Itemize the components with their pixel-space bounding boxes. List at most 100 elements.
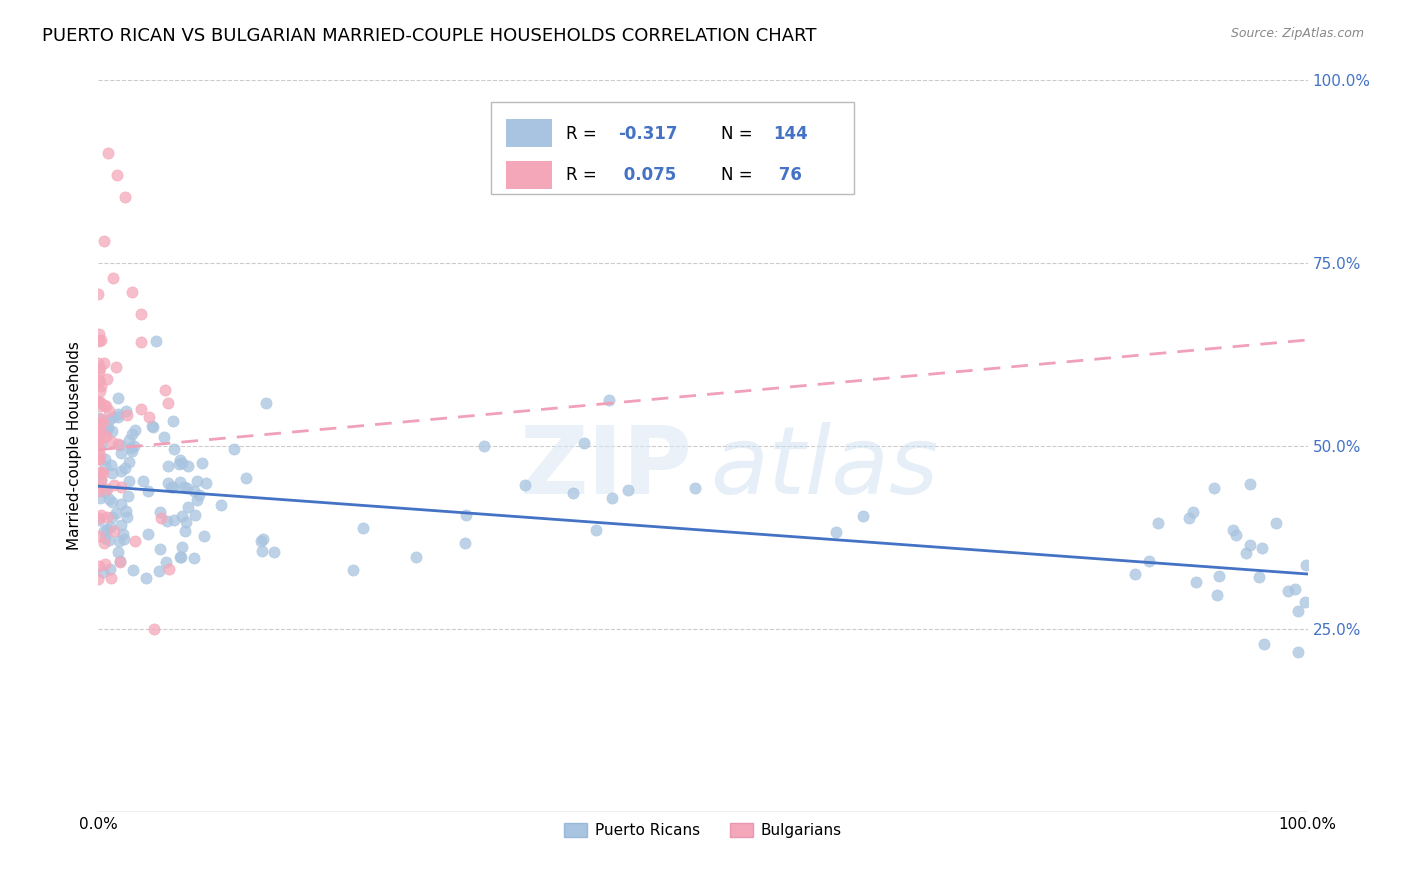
Point bbox=[252, 532, 274, 546]
Point bbox=[167, 457, 190, 471]
Point bbox=[87, 451, 110, 466]
Point bbox=[142, 622, 165, 636]
Text: PUERTO RICAN VS BULGARIAN MARRIED-COUPLE HOUSEHOLDS CORRELATION CHART: PUERTO RICAN VS BULGARIAN MARRIED-COUPLE… bbox=[42, 27, 817, 45]
Point bbox=[87, 423, 110, 437]
Point bbox=[160, 480, 183, 494]
Point bbox=[107, 409, 129, 424]
Point bbox=[1208, 569, 1230, 583]
Point bbox=[104, 507, 127, 521]
Point bbox=[87, 559, 110, 574]
Point bbox=[90, 473, 112, 487]
Point bbox=[110, 480, 132, 494]
Point bbox=[148, 564, 170, 578]
Point bbox=[453, 535, 475, 549]
Point bbox=[89, 384, 111, 398]
Point bbox=[87, 432, 110, 446]
Point bbox=[176, 481, 198, 495]
Point bbox=[87, 484, 110, 499]
Point bbox=[94, 458, 117, 473]
Point bbox=[90, 378, 112, 392]
Point bbox=[149, 505, 172, 519]
Point bbox=[129, 307, 152, 321]
Point bbox=[169, 549, 191, 564]
Point bbox=[97, 404, 120, 418]
Point bbox=[852, 508, 875, 523]
Point bbox=[170, 549, 193, 564]
Point bbox=[100, 571, 122, 585]
Point bbox=[117, 510, 139, 524]
Point bbox=[249, 533, 271, 548]
Point bbox=[1147, 516, 1170, 531]
Point bbox=[1288, 604, 1310, 618]
Point bbox=[1277, 583, 1299, 598]
Point bbox=[162, 480, 184, 494]
Point bbox=[94, 399, 117, 413]
Point bbox=[1247, 569, 1270, 583]
Point bbox=[1206, 588, 1229, 602]
Point bbox=[110, 554, 132, 568]
Point bbox=[87, 433, 110, 447]
Point bbox=[117, 474, 139, 488]
Text: N =: N = bbox=[721, 125, 758, 143]
Point bbox=[97, 146, 120, 161]
Point bbox=[141, 419, 163, 434]
Point bbox=[184, 508, 207, 523]
Point bbox=[120, 441, 142, 455]
Point bbox=[121, 427, 143, 442]
Point bbox=[135, 571, 157, 585]
Point bbox=[136, 526, 159, 541]
Point bbox=[600, 491, 623, 505]
Point bbox=[98, 491, 121, 506]
Point bbox=[1222, 524, 1244, 538]
Point bbox=[1295, 558, 1317, 572]
Point bbox=[101, 495, 124, 509]
Point bbox=[118, 433, 141, 447]
Point bbox=[101, 424, 124, 438]
Point bbox=[87, 529, 110, 543]
Point bbox=[138, 483, 160, 498]
Point bbox=[107, 391, 129, 405]
Point bbox=[683, 481, 706, 495]
Point bbox=[177, 459, 200, 474]
Point bbox=[89, 466, 111, 480]
Point bbox=[132, 474, 155, 488]
Point bbox=[1284, 582, 1306, 597]
Point bbox=[157, 562, 180, 576]
Point bbox=[193, 529, 215, 543]
Point bbox=[121, 285, 143, 300]
Point bbox=[172, 456, 194, 470]
Point bbox=[98, 562, 121, 576]
Legend: Puerto Ricans, Bulgarians: Puerto Ricans, Bulgarians bbox=[558, 816, 848, 845]
Point bbox=[235, 471, 257, 485]
Text: N =: N = bbox=[721, 167, 758, 185]
Point bbox=[1239, 476, 1261, 491]
Point bbox=[100, 509, 122, 524]
Point bbox=[172, 540, 194, 554]
Point bbox=[107, 545, 129, 559]
Point bbox=[101, 270, 124, 285]
Point bbox=[124, 533, 146, 548]
Point bbox=[115, 404, 138, 418]
Point bbox=[87, 428, 110, 442]
Point bbox=[108, 554, 131, 568]
Point bbox=[162, 414, 184, 428]
Point bbox=[122, 563, 145, 577]
Point bbox=[156, 459, 179, 474]
Point bbox=[87, 417, 110, 431]
Point bbox=[105, 169, 128, 183]
Point bbox=[572, 435, 595, 450]
Point bbox=[90, 333, 112, 347]
Point bbox=[89, 449, 111, 463]
Point bbox=[114, 504, 136, 518]
Point bbox=[124, 423, 146, 437]
Point bbox=[150, 511, 173, 525]
Point bbox=[405, 549, 427, 564]
Point bbox=[169, 475, 191, 490]
Point bbox=[156, 475, 179, 490]
Point bbox=[177, 500, 200, 515]
Point bbox=[1225, 527, 1247, 541]
Point bbox=[89, 395, 111, 409]
Point bbox=[94, 485, 117, 500]
Point bbox=[156, 514, 179, 528]
Point bbox=[96, 522, 118, 536]
